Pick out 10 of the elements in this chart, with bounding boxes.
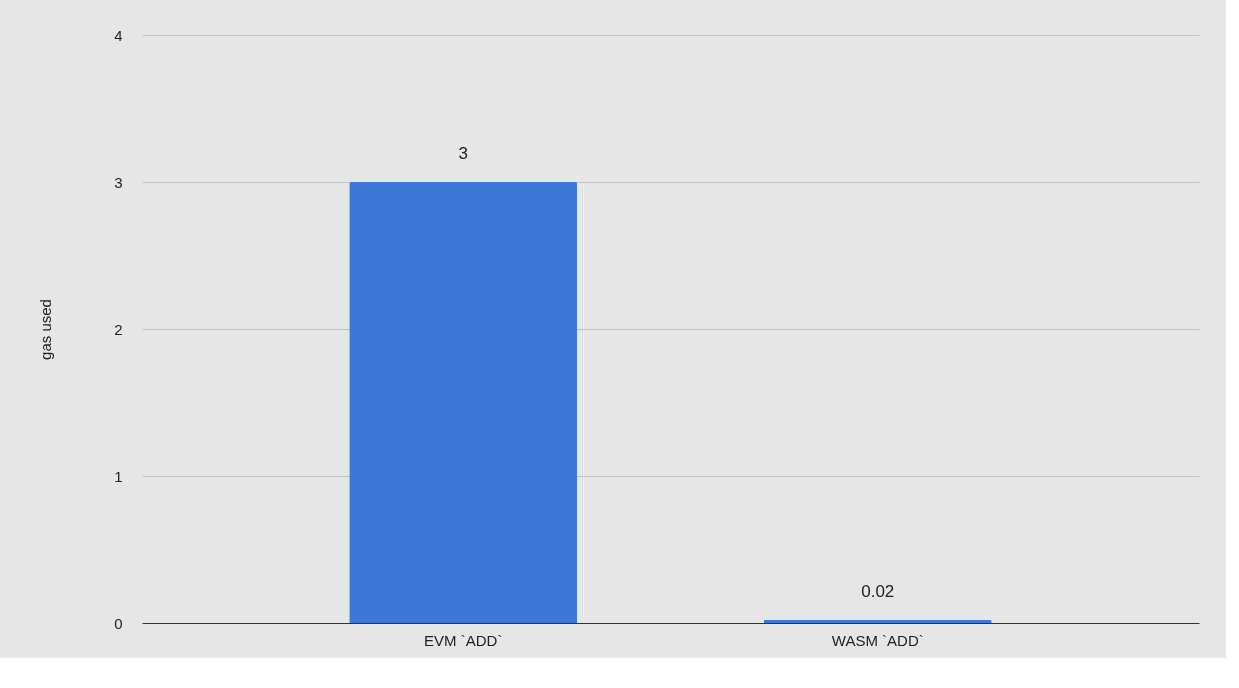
y-tick-label: 0 [114, 614, 123, 632]
data-label: 3 [458, 144, 468, 163]
y-tick-label: 4 [114, 26, 123, 44]
x-tick-label: WASM `ADD` [831, 631, 924, 649]
y-axis-title: gas used [37, 299, 55, 360]
y-tick-label: 3 [114, 173, 123, 191]
y-tick-label: 2 [114, 320, 123, 338]
data-label: 0.02 [861, 582, 895, 602]
y-tick-label: 1 [114, 467, 123, 485]
x-tick-label: EVM `ADD` [424, 631, 503, 649]
